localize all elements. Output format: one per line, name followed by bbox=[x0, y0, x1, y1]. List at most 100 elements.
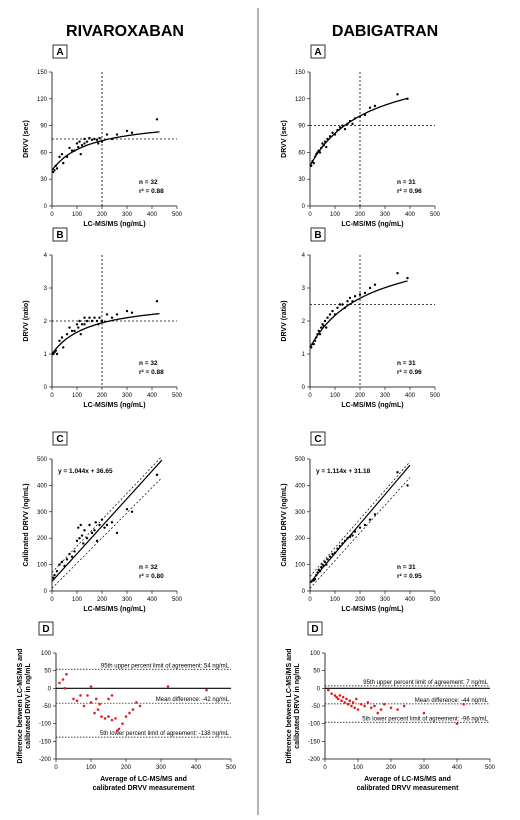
x-tick-label: 400 bbox=[405, 597, 416, 603]
r-squared: r² = 0.88 bbox=[139, 369, 164, 376]
y-tick-label: 100 bbox=[37, 563, 48, 569]
data-point bbox=[80, 323, 84, 326]
panel-letter: C bbox=[314, 434, 321, 445]
chart-dabi_B: 0 100 200 300 400 500 0 1 2 3 4 B LC-MS/MS (ng/mL) DR… bbox=[281, 227, 441, 409]
x-tick-label: 400 bbox=[147, 393, 158, 399]
x-tick-label: 500 bbox=[430, 597, 441, 603]
data-point bbox=[335, 695, 338, 699]
data-point bbox=[328, 313, 332, 316]
x-tick-label: 300 bbox=[122, 393, 133, 399]
x-tick-label: 100 bbox=[330, 597, 341, 603]
panel-letter: C bbox=[56, 434, 63, 445]
panel-letter-box bbox=[52, 44, 68, 59]
y-tick-label: -200 bbox=[308, 757, 321, 763]
data-point bbox=[60, 152, 64, 156]
data-point bbox=[356, 708, 360, 711]
data-point bbox=[320, 326, 323, 329]
data-point bbox=[345, 697, 348, 701]
panel-letter-box bbox=[310, 431, 326, 446]
data-point bbox=[73, 550, 76, 553]
data-point bbox=[110, 718, 114, 722]
data-point bbox=[100, 140, 104, 143]
data-point bbox=[317, 149, 320, 152]
data-point bbox=[315, 336, 318, 339]
data-point bbox=[322, 564, 325, 568]
x-tick-label: 100 bbox=[72, 212, 83, 218]
data-point bbox=[363, 113, 367, 117]
y-axis-label: Calibrated DRVV (ng/mL) bbox=[23, 483, 30, 566]
y-tick-label: 30 bbox=[298, 177, 305, 183]
chart-riva_C: 0 100 200 300 400 500 0 100 200 300 400 500 C LC-MS/M… bbox=[23, 431, 183, 613]
y-tick-label: -200 bbox=[39, 757, 52, 763]
data-point bbox=[70, 555, 74, 558]
data-point bbox=[60, 560, 64, 564]
r-squared: r² = 0.96 bbox=[397, 369, 422, 376]
chart-riva_D: 0 100 200 300 400 500 -200 -150 -100 -50 0 50 100 D Av… bbox=[17, 621, 237, 792]
data-point bbox=[110, 521, 114, 524]
data-point bbox=[85, 537, 89, 540]
data-point bbox=[346, 300, 349, 303]
data-point bbox=[55, 352, 59, 356]
data-point bbox=[83, 316, 86, 319]
data-point bbox=[103, 526, 106, 529]
data-point bbox=[93, 711, 96, 715]
data-point bbox=[341, 542, 344, 545]
data-point bbox=[125, 309, 129, 313]
data-point bbox=[89, 685, 93, 688]
y-tick-label: -100 bbox=[39, 722, 52, 728]
panel-letter: D bbox=[311, 624, 318, 635]
data-point bbox=[166, 685, 170, 688]
data-point bbox=[54, 349, 57, 352]
data-point bbox=[323, 140, 327, 143]
data-point bbox=[110, 316, 114, 319]
sample-size: n = 31 bbox=[397, 564, 416, 571]
x-tick-label: 400 bbox=[405, 393, 416, 399]
data-point bbox=[78, 140, 81, 143]
data-point bbox=[124, 715, 128, 718]
x-tick-label: 200 bbox=[355, 212, 366, 218]
data-point bbox=[110, 694, 114, 697]
data-point bbox=[326, 316, 329, 319]
data-point bbox=[77, 326, 80, 329]
data-point bbox=[79, 333, 82, 336]
data-point bbox=[95, 138, 99, 142]
data-point bbox=[138, 704, 142, 708]
x-tick-label: 200 bbox=[97, 597, 108, 603]
data-point bbox=[358, 526, 362, 529]
data-point bbox=[53, 351, 56, 354]
panel-letter-box bbox=[52, 431, 68, 446]
data-point bbox=[100, 518, 104, 521]
chart-dabi_A: 0 100 200 300 400 500 0 30 60 90 120 150 A LC-MS/MS (… bbox=[281, 44, 441, 228]
chart-riva_A: 0 100 200 300 400 500 0 30 60 90 120 150 A LC-MS/MS (… bbox=[23, 44, 183, 228]
y-tick-label: 200 bbox=[295, 536, 306, 542]
x-tick-label: 200 bbox=[97, 393, 108, 399]
confidence-band-upper bbox=[309, 461, 411, 577]
fit-curve bbox=[309, 280, 408, 348]
data-point bbox=[338, 303, 342, 306]
y-axis-label: DRVV (ratio) bbox=[23, 300, 30, 341]
data-point bbox=[78, 319, 81, 323]
data-point bbox=[373, 283, 377, 286]
y-tick-label: 90 bbox=[298, 124, 305, 130]
x-tick-label: 500 bbox=[226, 765, 237, 771]
data-point bbox=[79, 152, 82, 156]
y-axis-label: Difference between LC-MS/MS and bbox=[286, 648, 293, 763]
confidence-band-lower bbox=[51, 477, 163, 589]
r-squared: r² = 0.88 bbox=[139, 188, 164, 195]
data-point bbox=[62, 161, 65, 165]
y-tick-label: 0 bbox=[44, 385, 48, 391]
data-point bbox=[363, 291, 367, 295]
y-tick-label: -100 bbox=[308, 722, 321, 728]
y-tick-label: 2 bbox=[302, 319, 306, 325]
data-point bbox=[96, 708, 100, 711]
data-point bbox=[366, 701, 370, 704]
data-point bbox=[396, 471, 399, 474]
x-tick-label: 500 bbox=[485, 765, 496, 771]
data-point bbox=[68, 326, 71, 329]
y-tick-label: 100 bbox=[41, 651, 52, 657]
agreement-label: Mean difference: -42 ng/mL bbox=[156, 697, 230, 703]
data-point bbox=[97, 142, 100, 145]
data-point bbox=[321, 142, 324, 145]
data-point bbox=[320, 146, 323, 150]
